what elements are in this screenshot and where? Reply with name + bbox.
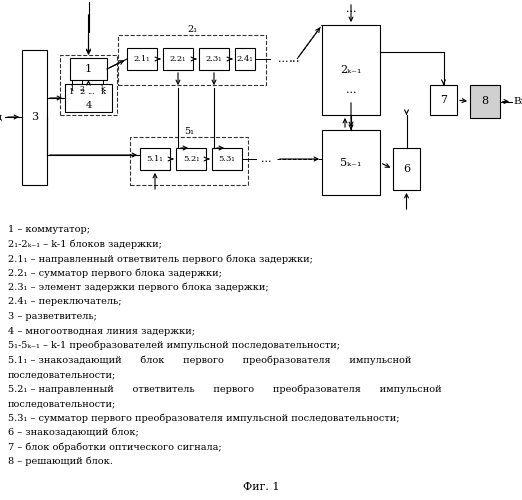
Text: 5.1₁: 5.1₁ — [147, 155, 163, 163]
Text: 1: 1 — [69, 88, 75, 96]
Text: 2.4₁ – переключатель;: 2.4₁ – переключатель; — [8, 298, 122, 306]
Bar — [60, 55, 117, 115]
Bar — [118, 35, 266, 85]
Bar — [212, 148, 242, 170]
Text: 3 – разветвитель;: 3 – разветвитель; — [8, 312, 97, 321]
Text: Выход: Выход — [513, 97, 522, 106]
Text: 5.2₁: 5.2₁ — [183, 155, 199, 163]
Text: 5.1₁ – знакозадающий      блок      первого      преобразователя      импульсной: 5.1₁ – знакозадающий блок первого преобр… — [8, 356, 411, 365]
Bar — [65, 84, 112, 112]
Text: k: k — [100, 88, 105, 96]
Text: 5ₖ₋₁: 5ₖ₋₁ — [340, 158, 362, 168]
Text: 2.1₁: 2.1₁ — [134, 55, 150, 63]
Text: 2: 2 — [79, 85, 85, 93]
Bar — [70, 58, 107, 80]
Text: последовательности;: последовательности; — [8, 370, 116, 379]
Text: 2.2₁ – сумматор первого блока задержки;: 2.2₁ – сумматор первого блока задержки; — [8, 268, 222, 278]
Text: 5.3₁ – сумматор первого преобразователя импульсной последовательности;: 5.3₁ – сумматор первого преобразователя … — [8, 414, 399, 423]
Text: 2: 2 — [79, 88, 85, 96]
Text: 2.3₁ – элемент задержки первого блока задержки;: 2.3₁ – элемент задержки первого блока за… — [8, 283, 269, 292]
Bar — [322, 130, 380, 195]
Bar — [470, 85, 500, 118]
Bar — [163, 48, 193, 70]
Bar — [322, 25, 380, 115]
Bar — [199, 48, 229, 70]
Text: 1: 1 — [85, 64, 92, 74]
Text: 2.3₁: 2.3₁ — [206, 55, 222, 63]
Text: ...: ... — [289, 52, 301, 66]
Text: 8 – решающий блок.: 8 – решающий блок. — [8, 457, 113, 466]
Text: 6: 6 — [403, 164, 410, 174]
Bar — [393, 148, 420, 190]
Text: 2₁: 2₁ — [187, 25, 197, 34]
Text: 4 – многоотводная линия задержки;: 4 – многоотводная линия задержки; — [8, 326, 195, 336]
Text: Вход: Вход — [0, 112, 3, 122]
Bar — [430, 85, 457, 115]
Text: ...: ... — [346, 85, 356, 95]
Bar — [22, 50, 47, 185]
Text: 5.2₁ – направленный      ответвитель      первого      преобразователя      импу: 5.2₁ – направленный ответвитель первого … — [8, 384, 442, 394]
Text: k: k — [101, 85, 105, 93]
Text: ...: ... — [87, 88, 95, 96]
Text: 3: 3 — [31, 112, 38, 122]
Text: 8: 8 — [481, 96, 489, 106]
Text: 2ₖ₋₁: 2ₖ₋₁ — [340, 65, 362, 75]
Text: 2.4₁: 2.4₁ — [236, 55, 253, 63]
Bar — [235, 48, 255, 70]
Text: 4: 4 — [86, 101, 92, 110]
Bar — [130, 137, 248, 185]
Text: 5₁-5ₖ₋₁ – k-1 преобразователей импульсной последовательности;: 5₁-5ₖ₋₁ – k-1 преобразователей импульсно… — [8, 341, 340, 350]
Text: 5.3₁: 5.3₁ — [219, 155, 235, 163]
Text: ...: ... — [278, 54, 288, 64]
Text: ...: ... — [261, 154, 271, 164]
Text: последовательности;: последовательности; — [8, 399, 116, 408]
Text: ...: ... — [346, 4, 356, 14]
Bar — [140, 148, 170, 170]
Text: 2.1₁ – направленный ответвитель первого блока задержки;: 2.1₁ – направленный ответвитель первого … — [8, 254, 313, 264]
Text: 7 – блок обработки оптического сигнала;: 7 – блок обработки оптического сигнала; — [8, 442, 222, 452]
Text: 6 – знакозадающий блок;: 6 – знакозадающий блок; — [8, 428, 139, 437]
Text: 5₁: 5₁ — [184, 127, 194, 136]
Text: 2.2₁: 2.2₁ — [170, 55, 186, 63]
Text: 2₁-2ₖ₋₁ – k-1 блоков задержки;: 2₁-2ₖ₋₁ – k-1 блоков задержки; — [8, 240, 162, 249]
Bar — [127, 48, 157, 70]
Text: 7: 7 — [440, 95, 447, 105]
Bar — [176, 148, 206, 170]
Text: Фиг. 1: Фиг. 1 — [243, 482, 279, 492]
Text: 1: 1 — [69, 85, 75, 93]
Text: 1 – коммутатор;: 1 – коммутатор; — [8, 225, 90, 234]
